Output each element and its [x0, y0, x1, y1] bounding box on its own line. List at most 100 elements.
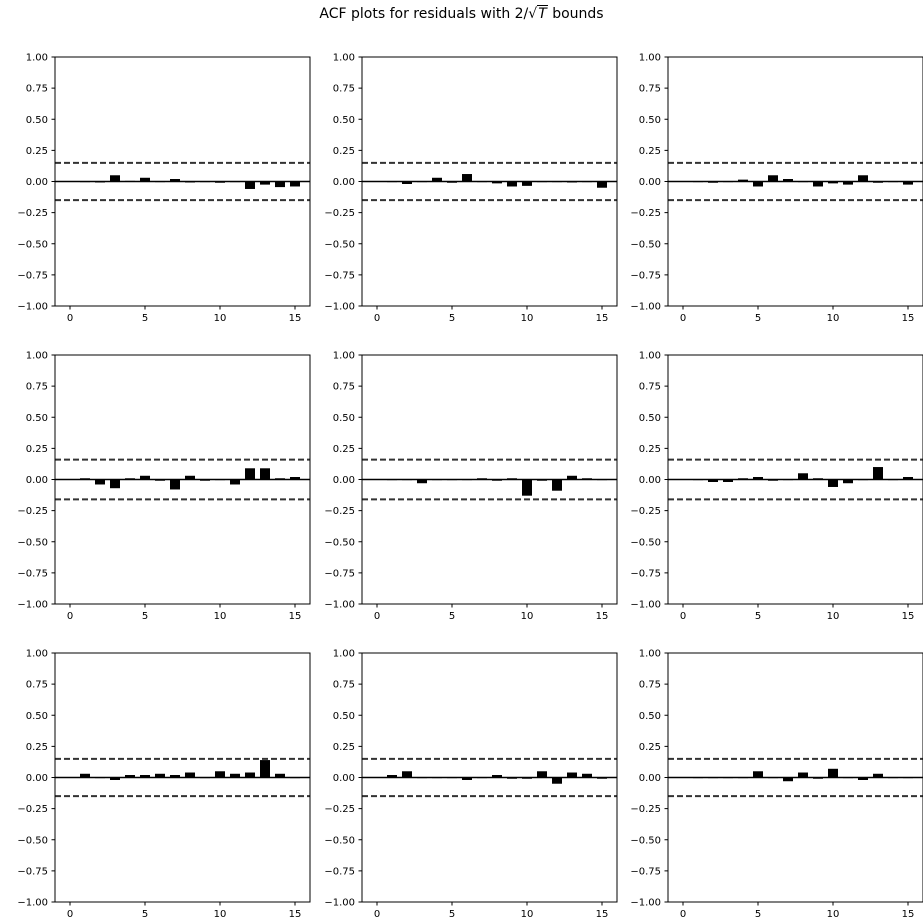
acf-bar: [843, 181, 853, 185]
acf-bar: [260, 181, 270, 185]
y-tick-label: 1.00: [26, 649, 48, 660]
y-tick-label: 0.00: [333, 177, 355, 188]
x-tick-label: 15: [289, 313, 302, 324]
acf-panel-6: −1.00 −0.75 −0.50 −0.25 0.00 0.25 0.50 0.75 1.00…: [630, 351, 923, 622]
acf-bar: [170, 775, 180, 778]
y-tick-label: −0.75: [324, 866, 355, 877]
y-tick-label: 0.25: [26, 146, 48, 157]
y-tick-label: −1.00: [324, 898, 355, 909]
acf-bar: [522, 181, 532, 186]
y-tick-label: 0.75: [26, 382, 48, 393]
acf-bar: [552, 479, 562, 491]
acf-bar: [828, 479, 838, 487]
x-tick-label: 10: [214, 909, 227, 920]
y-tick-label: 0.50: [639, 413, 661, 424]
y-tick-label: 0.00: [26, 475, 48, 486]
y-tick-label: 1.00: [26, 351, 48, 362]
acf-bar: [873, 773, 883, 778]
acf-bar: [290, 477, 300, 480]
y-tick-label: −0.25: [630, 506, 661, 517]
acf-bar: [275, 773, 285, 778]
y-tick-label: −0.25: [630, 208, 661, 219]
acf-bar: [125, 775, 135, 778]
x-tick-label: 10: [521, 909, 534, 920]
y-tick-label: −1.00: [324, 302, 355, 313]
y-tick-label: 0.00: [639, 773, 661, 784]
acf-bar: [492, 181, 502, 184]
y-tick-label: −1.00: [17, 600, 48, 611]
y-tick-label: −1.00: [630, 302, 661, 313]
title-prefix: ACF plots for residuals with 2/: [319, 6, 529, 22]
x-tick-label: 5: [142, 909, 148, 920]
acf-bar: [245, 772, 255, 778]
acf-bar: [507, 181, 517, 187]
x-tick-label: 5: [449, 611, 455, 622]
y-tick-label: 0.00: [639, 177, 661, 188]
acf-panel-7: −1.00 −0.75 −0.50 −0.25 0.00 0.25 0.50 0.75 1.00…: [17, 649, 311, 920]
acf-bar: [723, 479, 733, 482]
x-tick-label: 10: [521, 313, 534, 324]
x-tick-label: 15: [902, 313, 915, 324]
y-tick-label: 0.25: [26, 742, 48, 753]
acf-bar: [567, 475, 577, 480]
y-tick-label: −1.00: [630, 600, 661, 611]
acf-bar: [290, 181, 300, 187]
y-tick-label: 0.75: [26, 84, 48, 95]
x-tick-label: 0: [680, 313, 686, 324]
acf-panel-5: −1.00 −0.75 −0.50 −0.25 0.00 0.25 0.50 0.75 1.00…: [324, 351, 618, 622]
x-tick-label: 5: [755, 909, 761, 920]
x-tick-label: 5: [449, 909, 455, 920]
acf-bar: [753, 181, 763, 187]
y-tick-label: 1.00: [639, 53, 661, 64]
acf-panel-8: −1.00 −0.75 −0.50 −0.25 0.00 0.25 0.50 0.75 1.00…: [324, 649, 618, 920]
x-tick-label: 10: [521, 611, 534, 622]
acf-bar: [708, 479, 718, 482]
x-tick-label: 10: [214, 611, 227, 622]
y-tick-label: 0.00: [639, 475, 661, 486]
acf-panel-4: −1.00 −0.75 −0.50 −0.25 0.00 0.25 0.50 0.75 1.00…: [17, 351, 311, 622]
x-tick-label: 15: [289, 611, 302, 622]
y-tick-label: 0.50: [26, 115, 48, 126]
y-tick-label: 0.50: [333, 115, 355, 126]
y-tick-label: −0.75: [17, 568, 48, 579]
x-tick-label: 5: [755, 611, 761, 622]
y-tick-label: −0.75: [17, 270, 48, 281]
y-tick-label: −0.25: [630, 804, 661, 815]
y-tick-label: −0.75: [324, 270, 355, 281]
acf-bar: [798, 473, 808, 480]
x-tick-label: 5: [142, 611, 148, 622]
y-tick-label: −0.25: [324, 208, 355, 219]
y-tick-label: 0.00: [333, 475, 355, 486]
acf-bar: [873, 467, 883, 480]
y-tick-label: 0.50: [639, 115, 661, 126]
acf-bar: [783, 179, 793, 182]
acf-bar: [738, 179, 748, 182]
y-tick-label: −0.25: [17, 208, 48, 219]
acf-panel-9: −1.00 −0.75 −0.50 −0.25 0.00 0.25 0.50 0.75 1.00…: [630, 649, 923, 920]
y-tick-label: 1.00: [639, 351, 661, 362]
y-tick-label: −0.75: [630, 270, 661, 281]
y-tick-label: 0.75: [333, 84, 355, 95]
x-tick-label: 0: [374, 909, 380, 920]
x-tick-label: 10: [827, 313, 840, 324]
acf-bar: [230, 773, 240, 778]
x-tick-label: 15: [596, 611, 609, 622]
acf-bar: [492, 775, 502, 778]
y-tick-label: 0.75: [639, 680, 661, 691]
acf-bar: [753, 771, 763, 778]
y-tick-label: 0.50: [639, 711, 661, 722]
acf-bar: [402, 771, 412, 778]
x-tick-label: 15: [596, 909, 609, 920]
acf-bar: [185, 475, 195, 480]
y-tick-label: 0.75: [333, 680, 355, 691]
x-tick-label: 10: [827, 909, 840, 920]
acf-bar: [783, 777, 793, 782]
x-tick-label: 0: [374, 611, 380, 622]
acf-bar: [245, 468, 255, 480]
acf-bar: [462, 174, 472, 182]
y-tick-label: 0.00: [26, 177, 48, 188]
y-tick-label: −0.75: [630, 568, 661, 579]
y-tick-label: −0.75: [324, 568, 355, 579]
acf-bar: [813, 181, 823, 187]
